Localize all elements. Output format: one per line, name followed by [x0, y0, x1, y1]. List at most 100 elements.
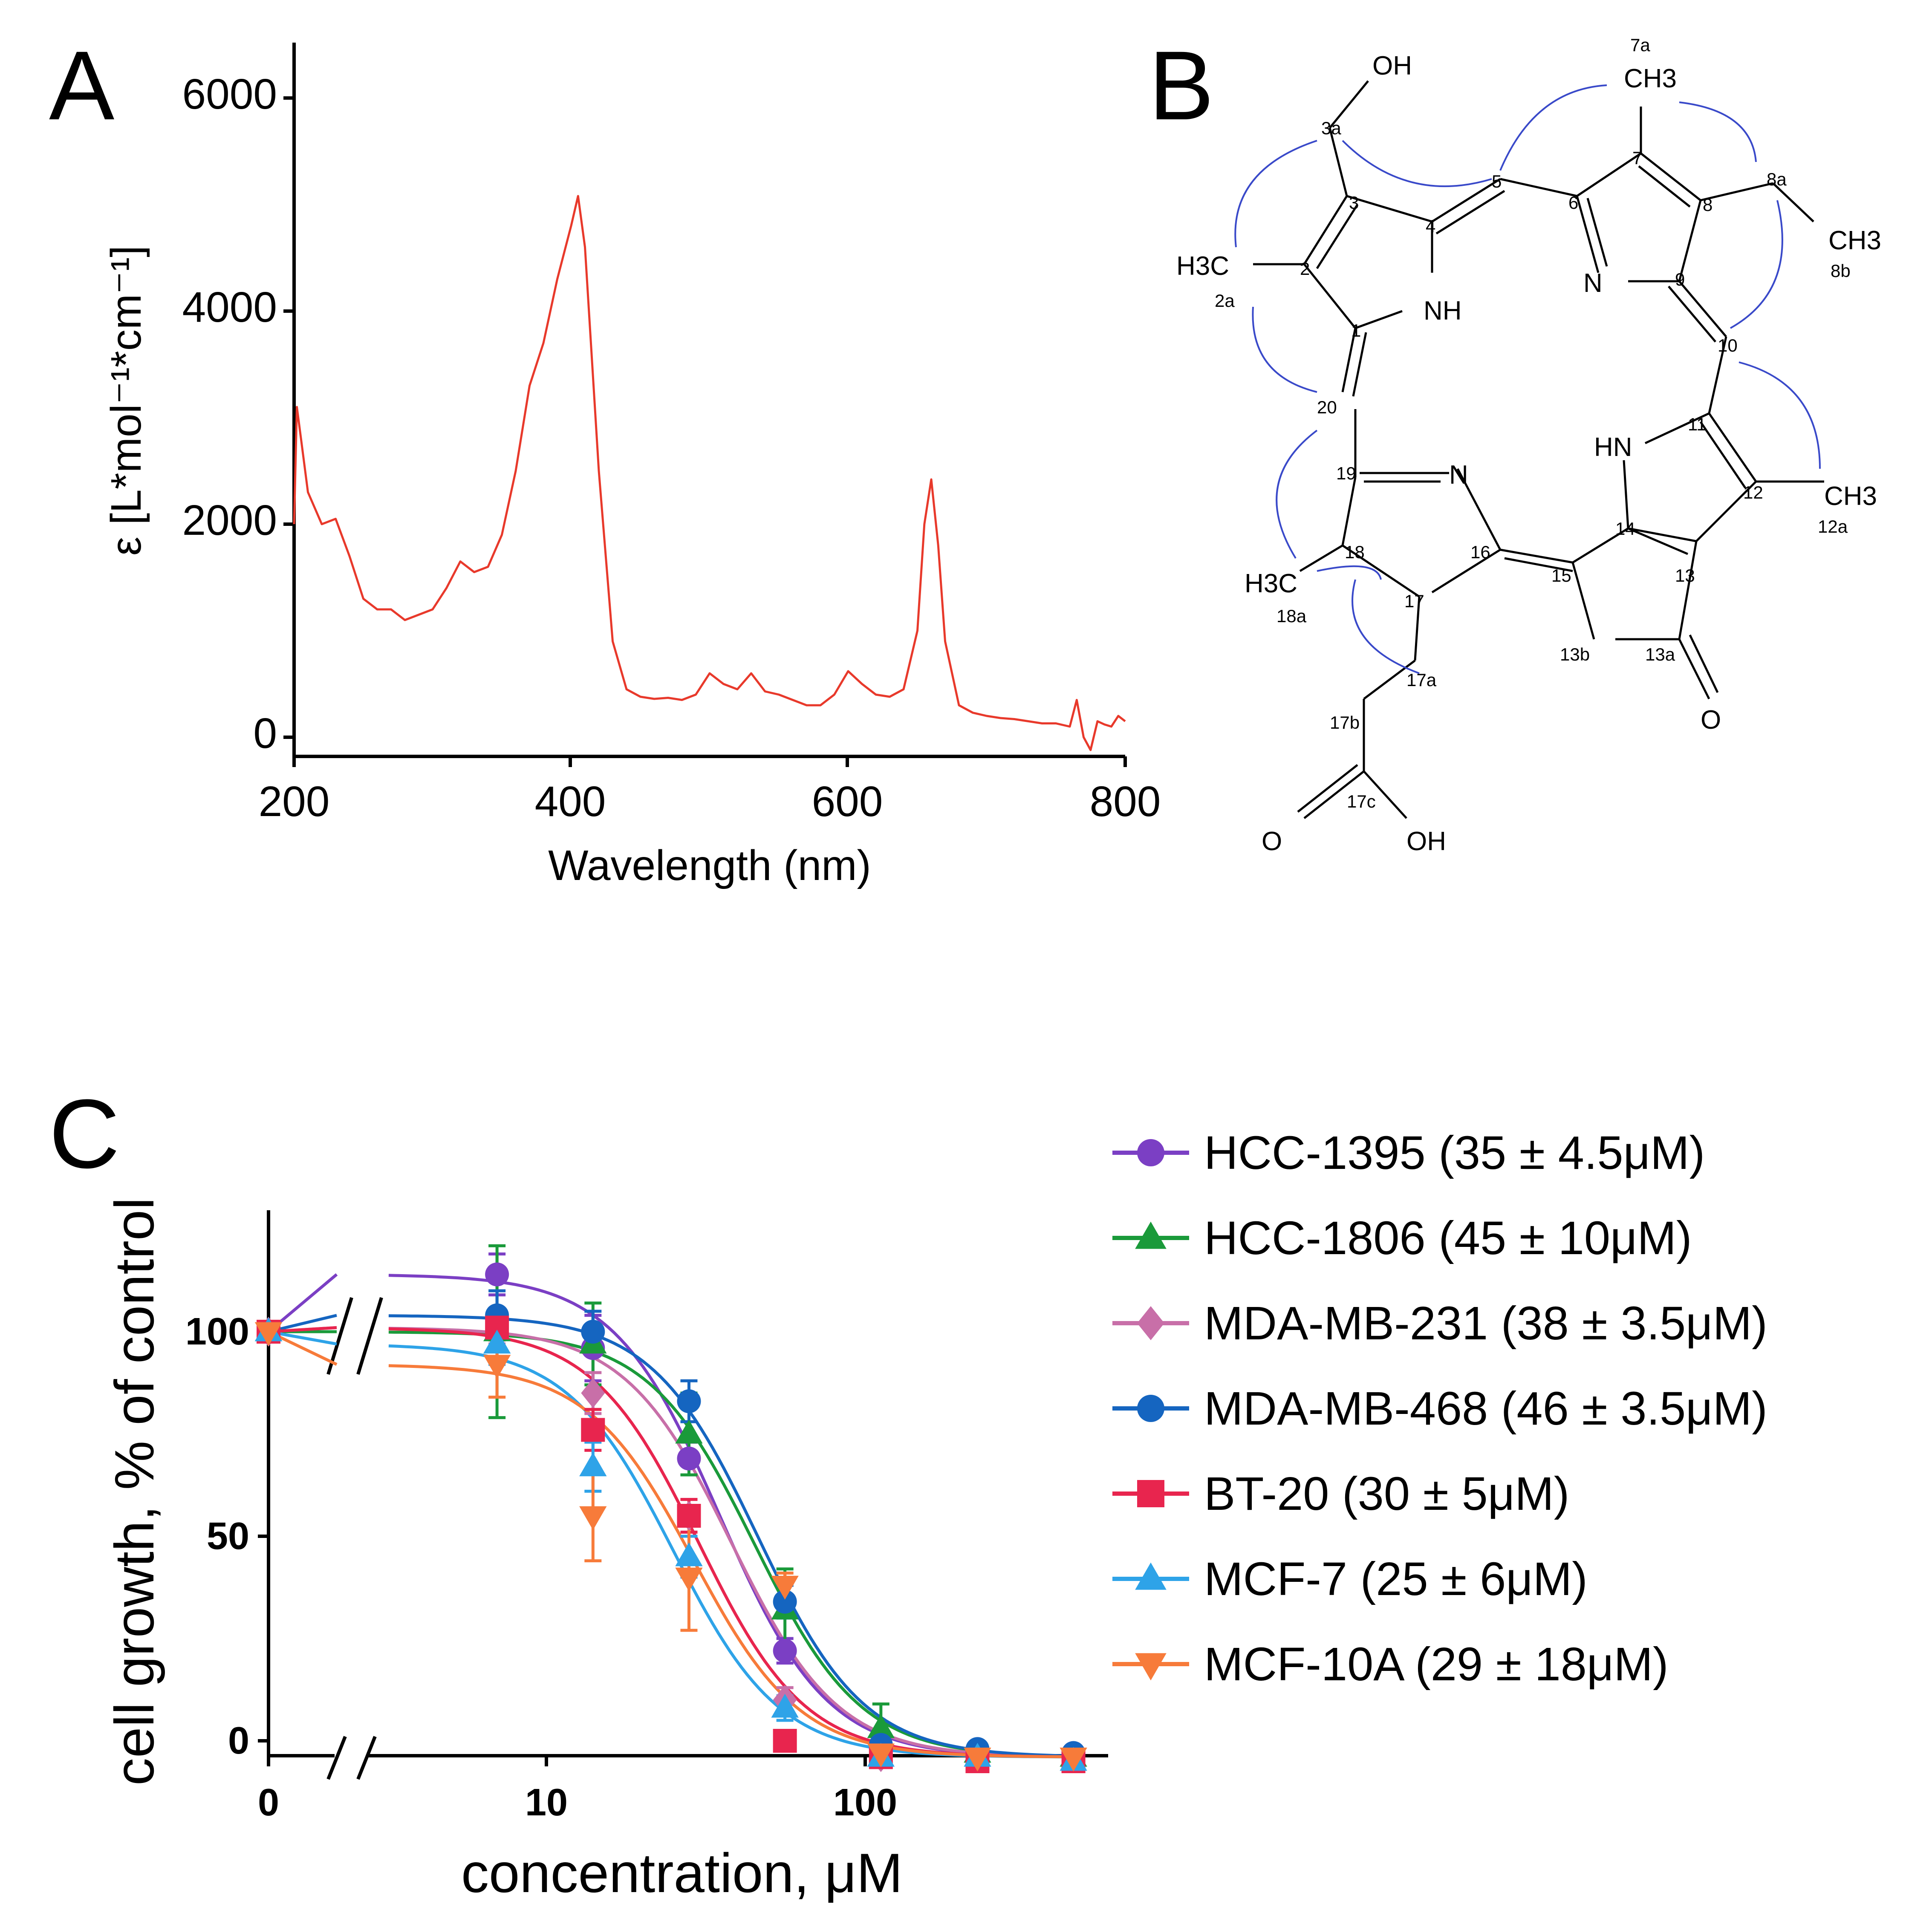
position-label: 11 — [1688, 414, 1707, 434]
bond — [1623, 460, 1629, 529]
bond — [1500, 548, 1573, 564]
bond — [1708, 413, 1757, 482]
position-label: 2 — [1300, 259, 1310, 279]
data-point — [867, 1743, 895, 1768]
panel-c-error-bars — [488, 1244, 889, 1755]
bond — [1456, 468, 1502, 551]
data-point — [867, 1714, 895, 1738]
data-point — [773, 1639, 797, 1663]
position-label: 9 — [1675, 269, 1685, 289]
data-point — [677, 1504, 701, 1528]
panel-c-x-ticks: 0 10 100 — [258, 1756, 897, 1824]
atom-nh-ring1: NH — [1424, 296, 1462, 326]
bond — [1708, 336, 1727, 414]
atom-n-ring2: N — [1583, 268, 1603, 298]
atom-o-17c: O — [1262, 827, 1282, 856]
bond — [1640, 153, 1701, 201]
atom-o-13a: O — [1701, 705, 1721, 735]
bond — [1628, 527, 1688, 555]
position-label: 10 — [1718, 335, 1738, 355]
bond — [1431, 548, 1501, 594]
position-label: 13b — [1560, 644, 1590, 664]
nmr-correlation-arrow — [1276, 430, 1318, 559]
position-label: 7 — [1632, 148, 1642, 168]
position-label: 2a — [1215, 291, 1235, 311]
bond — [1299, 544, 1343, 572]
bond — [1363, 770, 1407, 819]
data-point — [254, 1322, 283, 1346]
bond — [1638, 165, 1691, 208]
position-label: 19 — [1336, 463, 1356, 483]
bond — [1414, 596, 1421, 661]
panel-c-x-tick-label: 10 — [525, 1781, 568, 1824]
panel-a-x-label: Wavelength (nm) — [548, 842, 871, 889]
bond — [1678, 280, 1727, 338]
position-label: 13a — [1645, 644, 1675, 664]
panel-a: A 6000 4000 2000 0 200 400 600 800 Wavel… — [49, 31, 1161, 889]
position-label: 1 — [1351, 320, 1361, 340]
legend-marker — [1137, 1480, 1164, 1507]
panel-b-letter: B — [1149, 31, 1214, 140]
legend-label: HCC-1395 (35 ± 4.5μM) — [1204, 1127, 1705, 1179]
data-point — [485, 1262, 509, 1287]
panel-b-nmr-arrows — [1234, 84, 1821, 674]
bond — [1303, 195, 1348, 265]
legend-marker — [1137, 1306, 1164, 1340]
legend-entry: MDA-MB-231 (38 ± 3.5μM) — [1112, 1297, 1767, 1350]
legend-entry: MCF-7 (25 ± 6μM) — [1112, 1553, 1588, 1605]
bond — [1772, 182, 1814, 222]
panel-b: B — [1149, 31, 1881, 856]
position-label: 3a — [1321, 118, 1341, 138]
panel-c-y-tick-label: 100 — [185, 1310, 249, 1353]
panel-a-y-tick-label: 4000 — [182, 283, 277, 331]
nmr-correlation-arrow — [1499, 84, 1607, 171]
data-point — [771, 1575, 799, 1600]
fit-curve — [388, 1327, 1083, 1759]
bond — [1689, 634, 1719, 693]
position-label: 17a — [1406, 670, 1437, 690]
bond — [1363, 660, 1416, 700]
panel-c-x-tick-label: 0 — [258, 1781, 279, 1824]
legend-marker — [1135, 1653, 1167, 1681]
bond — [1572, 527, 1629, 564]
position-label: 12a — [1818, 516, 1848, 537]
bond — [1571, 562, 1595, 640]
position-label: 12 — [1743, 482, 1763, 502]
bond — [1352, 332, 1367, 397]
position-label: 8 — [1703, 195, 1713, 215]
x-axis-break-mark — [356, 1736, 377, 1780]
data-point — [1060, 1748, 1087, 1771]
atom-ch3-8b: CH3 — [1828, 226, 1881, 255]
position-label: 4 — [1426, 216, 1435, 236]
legend-entry: HCC-1806 (45 ± 10μM) — [1112, 1212, 1692, 1264]
atom-n-ring3: N — [1449, 460, 1468, 490]
bond — [1644, 412, 1710, 444]
fit-curve — [388, 1314, 1083, 1758]
data-point — [773, 1729, 797, 1753]
legend-marker — [1137, 1395, 1164, 1422]
legend-label: MDA-MB-468 (46 ± 3.5μM) — [1204, 1382, 1767, 1435]
panel-a-y-tick-label: 0 — [253, 710, 277, 757]
panel-a-y-label: ε [L*mol⁻¹*cm⁻¹] — [102, 245, 150, 556]
nmr-correlation-arrow — [1352, 579, 1420, 674]
legend-label: MCF-7 (25 ± 6μM) — [1204, 1553, 1588, 1605]
bond — [1576, 152, 1642, 197]
curve-break-mark — [356, 1297, 383, 1375]
bond — [1316, 204, 1359, 269]
position-label: 17 — [1404, 591, 1424, 611]
panel-c-legend: HCC-1395 (35 ± 4.5μM) HCC-1806 (45 ± 10μM… — [1112, 1127, 1767, 1691]
nmr-correlation-arrow — [1317, 565, 1382, 580]
x-axis-break-mark — [326, 1736, 347, 1780]
bond — [1431, 178, 1501, 223]
legend-entry: MDA-MB-468 (46 ± 3.5μM) — [1112, 1382, 1767, 1435]
legend-entry: HCC-1395 (35 ± 4.5μM) — [1112, 1127, 1705, 1179]
panel-c-y-label: cell growth, % of control — [103, 1197, 165, 1786]
panel-c-y-tick-label: 0 — [228, 1719, 249, 1762]
position-label: 6 — [1568, 193, 1578, 213]
position-label: 3 — [1349, 193, 1359, 213]
panel-a-letter: A — [49, 31, 114, 140]
bond — [1329, 80, 1369, 129]
nmr-correlation-arrow — [1234, 140, 1317, 248]
atom-h3c-18a: H3C — [1245, 569, 1297, 598]
